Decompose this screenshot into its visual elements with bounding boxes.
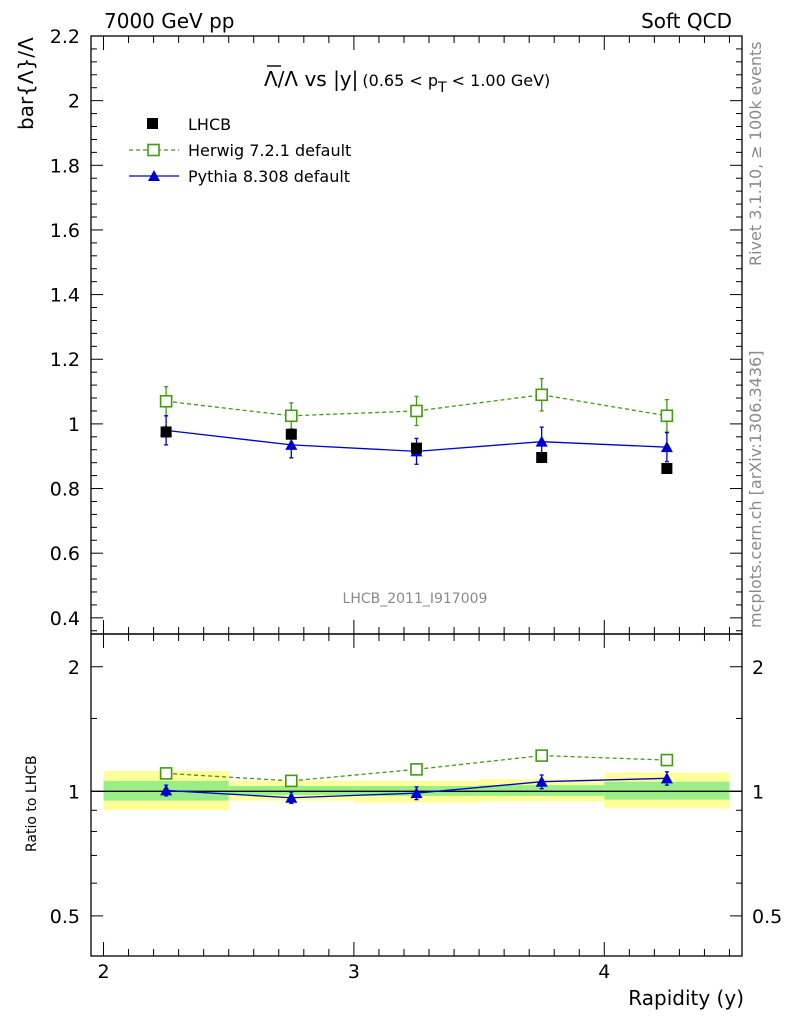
main-ytick-label: 0.8 bbox=[50, 479, 80, 501]
ratio-pythia-point bbox=[660, 772, 673, 784]
ratio-herwig-point bbox=[535, 749, 548, 762]
chart-title: Λ/Λ vs |y| (0.65 < pT < 1.00 GeV) bbox=[264, 67, 550, 96]
ratio-herwig-point bbox=[285, 774, 298, 788]
ratio-xtick-label: 3 bbox=[348, 961, 360, 983]
header-left: 7000 GeV pp bbox=[104, 9, 235, 33]
ratio-herwig-point bbox=[159, 767, 173, 780]
main-ytick-label: 2.2 bbox=[50, 26, 80, 48]
source-label: mcplots.cern.ch [arXiv:1306.3436] bbox=[746, 351, 765, 628]
band-green-4 bbox=[604, 781, 730, 800]
legend-label-pythia: Pythia 8.308 default bbox=[188, 167, 350, 186]
band-green-3 bbox=[479, 785, 605, 796]
ratio-ytick-label: 0.5 bbox=[50, 906, 80, 928]
ratio-pythia-point bbox=[160, 784, 173, 796]
main-herwig-point bbox=[285, 409, 298, 423]
ratio-ytick-label-right: 2 bbox=[752, 657, 764, 679]
header-right: Soft QCD bbox=[641, 9, 732, 33]
main-ytick-label: 1.4 bbox=[50, 285, 80, 307]
legend-marker-herwig bbox=[147, 143, 160, 157]
main-herwig-point bbox=[410, 404, 423, 418]
main-lhcb-point bbox=[160, 426, 172, 438]
main-pythia-point bbox=[660, 441, 673, 453]
legend: LHCB Herwig 7.2.1 default Pythia 8.308 d… bbox=[129, 115, 351, 186]
ratio-pythia-point bbox=[535, 775, 548, 787]
main-ytick-label: 1.8 bbox=[50, 155, 80, 177]
ratio-pythia-point bbox=[285, 791, 298, 803]
legend-marker-pythia bbox=[148, 170, 160, 181]
ratio-herwig-point bbox=[660, 753, 674, 767]
main-lhcb-point bbox=[536, 452, 548, 464]
analysis-watermark: LHCB_2011_I917009 bbox=[343, 591, 488, 607]
main-ytick-label: 1.2 bbox=[50, 349, 80, 371]
legend-label-lhcb: LHCB bbox=[188, 115, 231, 134]
ratio-herwig-point bbox=[410, 763, 423, 776]
band-green-1 bbox=[228, 786, 354, 795]
ratio-ytick-label: 2 bbox=[68, 657, 80, 679]
main-ylabel: bar{Λ}/Λ bbox=[14, 37, 38, 130]
ratio-xtick-label: 4 bbox=[598, 961, 610, 983]
legend-marker-lhcb bbox=[147, 118, 158, 129]
ratio-panel: 2 3 4 0.5 0.5 1 1 2 2 bbox=[50, 633, 782, 983]
ratio-ytick-label: 1 bbox=[68, 781, 80, 803]
rivet-label: Rivet 3.1.10, ≥ 100k events bbox=[746, 41, 765, 266]
main-herwig-point bbox=[535, 388, 548, 402]
main-herwig-point bbox=[660, 409, 674, 423]
main-pythia-point bbox=[285, 438, 298, 450]
xlabel: Rapidity (y) bbox=[628, 986, 744, 1010]
main-ytick-label: 1.6 bbox=[50, 220, 80, 242]
main-lhcb-point bbox=[661, 462, 673, 474]
main-ytick-label: 1 bbox=[68, 414, 80, 436]
main-lhcb-point bbox=[285, 428, 297, 440]
ratio-ytick-label-right: 1 bbox=[752, 781, 764, 803]
main-ytick-label: 0.4 bbox=[50, 608, 80, 630]
main-herwig-point bbox=[159, 394, 173, 408]
main-herwig-line bbox=[166, 394, 667, 417]
ratio-frame bbox=[90, 633, 743, 957]
main-pythia-point bbox=[535, 435, 548, 447]
ratio-xtick-label: 2 bbox=[97, 961, 109, 983]
ratio-ylabel: Ratio to LHCB bbox=[24, 755, 40, 852]
main-panel: 0.4 0.6 0.8 1 1.2 1.4 1.6 1.8 2 2.2 bbox=[50, 26, 743, 635]
main-ytick-label: 0.6 bbox=[50, 543, 80, 565]
ratio-ytick-label-right: 0.5 bbox=[752, 906, 782, 928]
main-ytick-label: 2 bbox=[68, 91, 80, 113]
legend-label-herwig: Herwig 7.2.1 default bbox=[188, 141, 351, 160]
main-lhcb-point bbox=[411, 442, 422, 454]
ratio-pythia-point bbox=[410, 787, 423, 799]
